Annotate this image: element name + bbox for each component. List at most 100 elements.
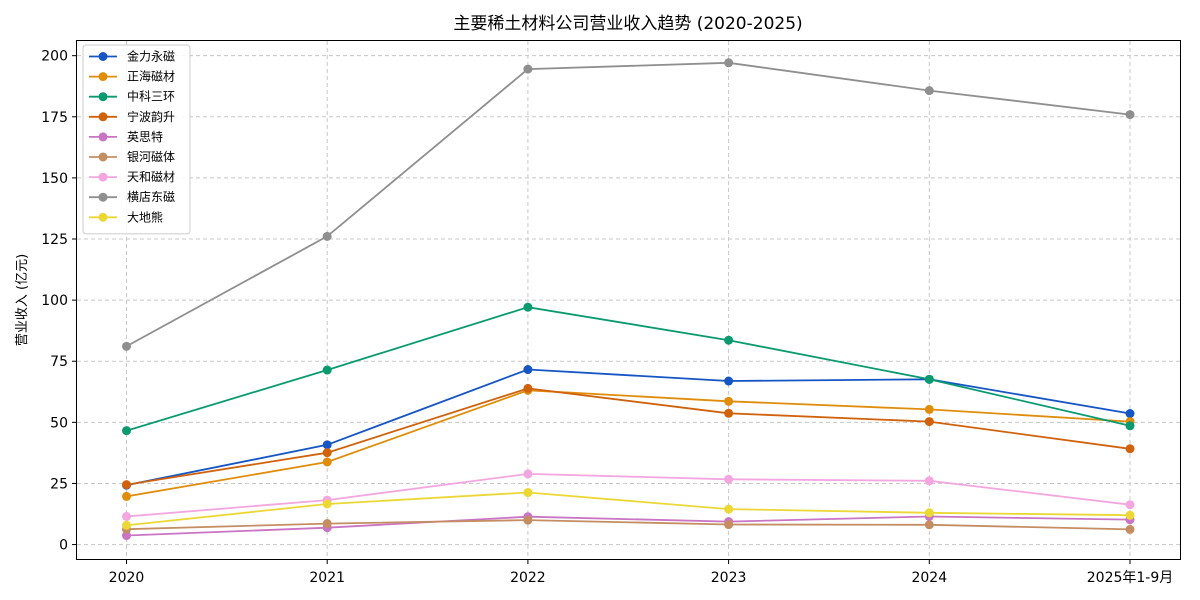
series-4: [122, 383, 1135, 490]
data-point: [1125, 510, 1135, 520]
legend-marker: [98, 212, 108, 222]
data-point: [924, 86, 934, 96]
data-point: [1125, 110, 1135, 120]
data-point: [523, 383, 533, 393]
data-point: [924, 508, 934, 518]
legend-marker: [98, 152, 108, 162]
series-9: [122, 488, 1135, 530]
series-line: [126, 368, 1131, 487]
legend-item: 中科三环: [89, 89, 175, 104]
x-tick-label: 2020: [109, 570, 145, 586]
legend-label: 中科三环: [127, 89, 175, 104]
data-point: [523, 302, 533, 312]
data-point: [322, 231, 332, 241]
series-line: [126, 306, 1131, 432]
data-point: [924, 520, 934, 530]
data-point: [1125, 524, 1135, 534]
x-tick-label: 2024: [911, 570, 947, 586]
data-point: [724, 335, 734, 345]
legend-label: 宁波韵升: [127, 109, 175, 124]
legend-label: 金力永磁: [127, 49, 175, 64]
legend-marker: [98, 112, 108, 122]
data-point: [724, 396, 734, 406]
grid-lines: [77, 41, 1180, 559]
legend-label: 正海磁材: [127, 69, 175, 84]
data-point: [122, 426, 131, 436]
legend-item: 天和磁材: [89, 169, 175, 184]
series-line: [126, 389, 1131, 498]
data-point: [322, 440, 332, 450]
series-line: [126, 491, 1131, 527]
x-tick-label: 2023: [711, 570, 747, 586]
legend-marker: [98, 52, 108, 61]
legend-label: 天和磁材: [127, 169, 175, 184]
data-point: [523, 469, 533, 479]
y-tick-label: 100: [41, 293, 68, 309]
series-layer: [122, 58, 1135, 541]
legend-item: 宁波韵升: [89, 109, 175, 124]
series-line: [126, 61, 1131, 348]
legend-marker: [98, 172, 108, 182]
data-point: [523, 64, 533, 74]
series-3: [122, 302, 1135, 436]
data-point: [523, 515, 533, 525]
y-axis-label: 营业收入 (亿元): [15, 254, 30, 346]
series-line: [126, 515, 1131, 537]
legend-label: 大地熊: [127, 209, 163, 224]
data-point: [122, 480, 131, 490]
data-point: [523, 488, 533, 498]
axis-ticks: 0 25 50 75 100 125 150 175 200 2020 2021 2022 2023 20…: [41, 49, 1173, 586]
data-point: [122, 341, 131, 351]
legend-label: 横店东磁: [127, 189, 175, 204]
legend-label: 英思特: [127, 129, 163, 144]
y-tick-label: 0: [59, 538, 68, 554]
data-point: [724, 58, 734, 68]
data-point: [322, 519, 332, 529]
data-point: [724, 408, 734, 418]
legend-item: 横店东磁: [89, 189, 175, 204]
data-point: [322, 457, 332, 467]
series-line: [126, 472, 1131, 518]
legend-marker: [98, 72, 108, 82]
x-tick-label: 2022: [510, 570, 546, 586]
data-point: [924, 404, 934, 414]
chart-title: 主要稀土材料公司营业收入趋势 (2020-2025): [453, 14, 802, 34]
legend-box: [82, 44, 191, 235]
y-tick-label: 125: [41, 232, 68, 248]
x-tick-label: 2021: [309, 570, 345, 586]
legend-item: 正海磁材: [89, 69, 175, 84]
y-tick-label: 75: [50, 354, 68, 370]
data-point: [924, 417, 934, 427]
data-point: [322, 499, 332, 509]
data-point: [724, 474, 734, 484]
legend-item: 银河磁体: [89, 149, 175, 164]
y-tick-label: 150: [41, 171, 68, 187]
data-point: [924, 476, 934, 486]
data-point: [724, 520, 734, 530]
legend-label: 银河磁体: [127, 149, 175, 164]
series-line: [126, 387, 1131, 486]
x-tick-label: 2025年1-9月: [1087, 570, 1174, 586]
data-point: [1125, 421, 1135, 431]
data-point: [1125, 500, 1135, 510]
data-point: [322, 448, 332, 458]
data-point: [122, 491, 131, 501]
data-point: [523, 365, 533, 375]
legend-marker: [98, 132, 108, 142]
legend-item: 英思特: [89, 129, 163, 144]
data-point: [122, 511, 131, 521]
y-tick-label: 175: [41, 110, 68, 126]
y-tick-label: 25: [50, 476, 68, 492]
legend-item: 大地熊: [89, 209, 163, 224]
plot-area-frame: [76, 40, 1181, 560]
series-8: [122, 58, 1135, 351]
data-point: [724, 376, 734, 386]
data-point: [924, 374, 934, 384]
series-line: [126, 519, 1131, 531]
y-tick-label: 50: [50, 415, 68, 431]
data-point: [1125, 444, 1135, 454]
y-tick-label: 200: [41, 49, 68, 65]
legend-item: 金力永磁: [89, 49, 175, 64]
